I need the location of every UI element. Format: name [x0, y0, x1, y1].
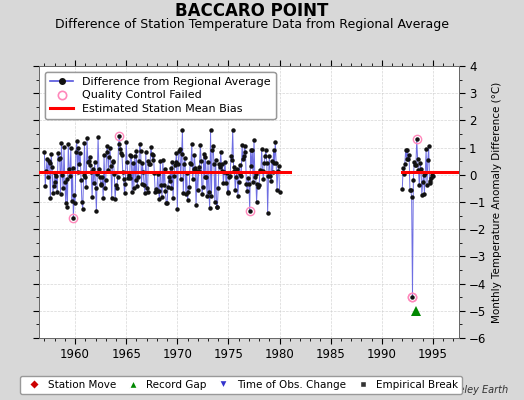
Legend: Station Move, Record Gap, Time of Obs. Change, Empirical Break: Station Move, Record Gap, Time of Obs. C… [20, 376, 462, 394]
Text: Difference of Station Temperature Data from Regional Average: Difference of Station Temperature Data f… [54, 18, 449, 31]
Text: Berkeley Earth: Berkeley Earth [436, 385, 508, 395]
Y-axis label: Monthly Temperature Anomaly Difference (°C): Monthly Temperature Anomaly Difference (… [492, 81, 502, 323]
Text: BACCARO POINT: BACCARO POINT [175, 2, 328, 20]
Legend: Difference from Regional Average, Quality Control Failed, Estimated Station Mean: Difference from Regional Average, Qualit… [45, 72, 276, 119]
